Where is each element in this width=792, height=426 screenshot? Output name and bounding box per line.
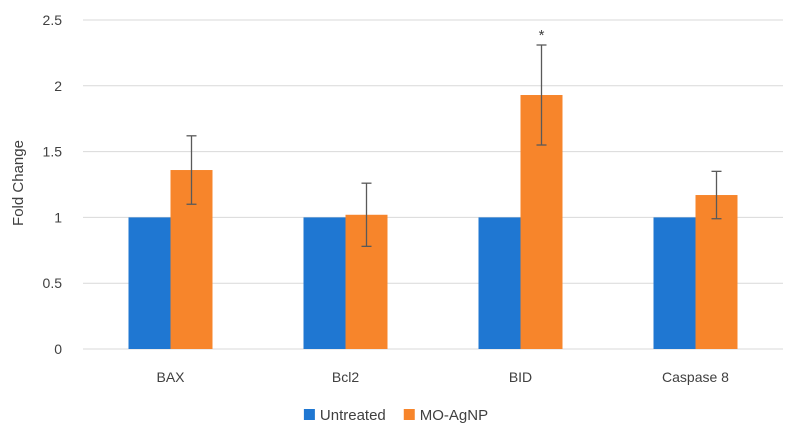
y-tick-label: 0 xyxy=(54,341,62,357)
y-axis-tick-labels: 0 0.5 1 1.5 2 2.5 xyxy=(43,12,63,357)
x-category-label: BAX xyxy=(156,369,185,385)
y-tick-label: 2 xyxy=(54,78,62,94)
x-axis-category-labels: BAX Bcl2 BID Caspase 8 xyxy=(156,369,729,385)
bar-untreated-caspase-8 xyxy=(653,217,696,349)
error-bar xyxy=(186,135,197,205)
y-tick-label: 2.5 xyxy=(43,12,63,28)
error-bar xyxy=(536,44,547,146)
y-axis-title: Fold Change xyxy=(10,140,27,226)
bar-mo-agnp-caspase-8 xyxy=(695,195,738,349)
legend: Untreated MO-AgNP xyxy=(303,407,488,424)
error-bar xyxy=(711,170,722,220)
significance-marker: * xyxy=(539,27,545,44)
annotations: * xyxy=(539,27,545,44)
x-category-label: BID xyxy=(509,369,532,385)
bar-untreated-bax xyxy=(128,217,171,349)
bar-untreated-bid xyxy=(478,217,521,349)
x-category-label: Caspase 8 xyxy=(662,369,729,385)
error-bar xyxy=(361,182,372,248)
legend-swatch xyxy=(303,409,315,420)
error-bars xyxy=(186,44,722,248)
legend-label: Untreated xyxy=(320,407,386,424)
legend-item: MO-AgNP xyxy=(403,407,488,424)
legend-item: Untreated xyxy=(303,407,386,424)
bar-untreated-bcl2 xyxy=(303,217,346,349)
bars xyxy=(128,95,738,350)
legend-label: MO-AgNP xyxy=(420,407,488,424)
y-tick-label: 0.5 xyxy=(43,275,63,291)
y-tick-label: 1.5 xyxy=(43,144,63,160)
x-category-label: Bcl2 xyxy=(332,369,359,385)
legend-swatch xyxy=(403,409,415,420)
y-tick-label: 1 xyxy=(54,209,62,225)
